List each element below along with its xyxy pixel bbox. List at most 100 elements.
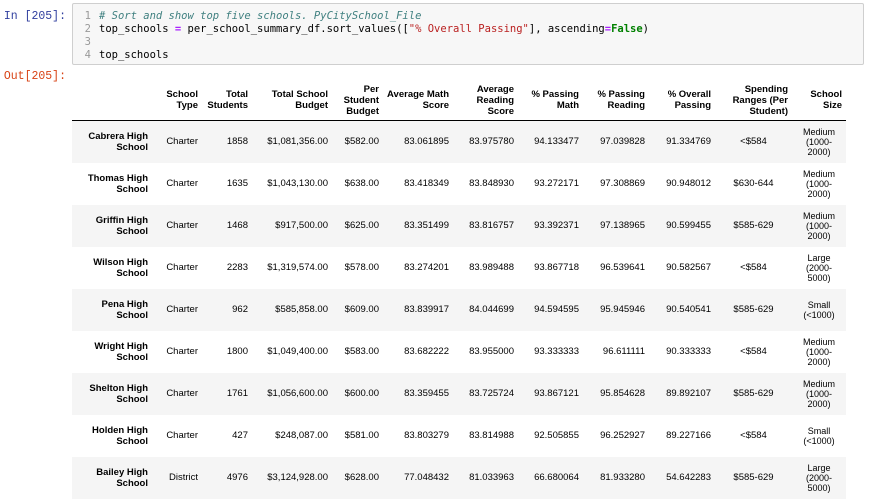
table-cell: 2283 bbox=[226, 262, 248, 273]
table-cell: Charter bbox=[166, 346, 198, 357]
line-number: 1 bbox=[84, 10, 91, 22]
table-cell: $585-629 bbox=[733, 304, 774, 315]
table-row: Bailey High School District 4976 $3,124,928… bbox=[72, 456, 846, 499]
code-string: "% Overall Passing" bbox=[408, 23, 529, 35]
code-cell[interactable]: 1 # Sort and show top five schools. PyCit… bbox=[72, 3, 864, 65]
table-cell: 83.418349 bbox=[404, 178, 449, 189]
table-cell: 83.955000 bbox=[469, 346, 514, 357]
table-cell: 94.594595 bbox=[534, 304, 579, 315]
table-cell: $1,043,130.00 bbox=[267, 178, 328, 189]
table-cell: 93.867718 bbox=[534, 262, 579, 273]
column-header: School Type bbox=[166, 89, 198, 111]
code-token: top_schools bbox=[99, 49, 169, 61]
table-cell: Charter bbox=[166, 178, 198, 189]
code-keyword: False bbox=[611, 23, 643, 35]
code-line-2: 2 top_schools = per_school_summary_df.sor… bbox=[73, 23, 649, 36]
output-area: School Type Total Students Total School … bbox=[72, 80, 862, 499]
table-cell: 1468 bbox=[226, 220, 248, 231]
table-cell: Medium (1000-2000) bbox=[802, 378, 835, 409]
table-cell: Charter bbox=[166, 304, 198, 315]
table-cell: $609.00 bbox=[344, 304, 379, 315]
table-row: Shelton High School Charter 1761 $1,056,600… bbox=[72, 372, 846, 415]
table-row: Griffin High School Charter 1468 $917,500.0… bbox=[72, 204, 846, 247]
table-cell: <$584 bbox=[740, 430, 767, 441]
table-cell: Charter bbox=[166, 388, 198, 399]
table-cell: $585-629 bbox=[733, 472, 774, 483]
table-cell: 90.948012 bbox=[666, 178, 711, 189]
table-cell: 84.044699 bbox=[469, 304, 514, 315]
table-cell: Medium (1000-2000) bbox=[802, 210, 835, 241]
table-cell: Small (<1000) bbox=[803, 425, 835, 446]
line-number: 2 bbox=[84, 23, 91, 35]
code-token: per_school_summary_df.sort_values([ bbox=[181, 23, 409, 35]
table-cell: 81.033963 bbox=[469, 472, 514, 483]
table-cell: $585-629 bbox=[733, 388, 774, 399]
table-cell: 54.642283 bbox=[666, 472, 711, 483]
table-cell: 77.048432 bbox=[404, 472, 449, 483]
dataframe-table: School Type Total Students Total School … bbox=[72, 80, 846, 499]
table-cell: 93.272171 bbox=[534, 178, 579, 189]
table-cell: 1635 bbox=[226, 178, 248, 189]
column-header: % Overall Passing bbox=[667, 89, 711, 111]
code-line-1: 1 # Sort and show top five schools. PyCit… bbox=[73, 10, 422, 23]
table-cell: $917,500.00 bbox=[275, 220, 328, 231]
table-cell: $1,319,574.00 bbox=[267, 262, 328, 273]
table-cell: 89.892107 bbox=[666, 388, 711, 399]
table-cell: 83.725724 bbox=[469, 388, 514, 399]
table-cell: Charter bbox=[166, 136, 198, 148]
table-cell: 83.839917 bbox=[404, 304, 449, 315]
table-cell: 90.599455 bbox=[666, 220, 711, 231]
code-token: ) bbox=[642, 23, 649, 35]
code-token: ], ascending bbox=[528, 23, 605, 35]
column-header: Per Student Budget bbox=[343, 83, 379, 117]
table-cell: 83.351499 bbox=[404, 220, 449, 231]
row-index-school-name: Pena High School bbox=[101, 298, 148, 321]
table-cell: 93.392371 bbox=[534, 220, 579, 231]
table-cell: $628.00 bbox=[344, 472, 379, 483]
column-header: % Passing Reading bbox=[597, 89, 645, 111]
table-cell: <$584 bbox=[740, 346, 767, 357]
column-header: Average Math Score bbox=[387, 89, 449, 111]
table-cell: Charter bbox=[166, 430, 198, 441]
table-cell: 94.133477 bbox=[534, 136, 579, 148]
table-cell: 83.274201 bbox=[404, 262, 449, 273]
table-cell: $3,124,928.00 bbox=[267, 472, 328, 483]
index-header bbox=[72, 80, 152, 121]
table-cell: 83.816757 bbox=[469, 220, 514, 231]
input-prompt: In [205]: bbox=[3, 10, 66, 23]
row-index-school-name: Bailey High School bbox=[96, 466, 148, 489]
header-row: School Type Total Students Total School … bbox=[72, 80, 846, 121]
table-cell: <$584 bbox=[740, 136, 767, 148]
table-cell: 83.989488 bbox=[469, 262, 514, 273]
table-cell: $583.00 bbox=[344, 346, 379, 357]
table-cell: 97.039828 bbox=[600, 136, 645, 148]
table-row: Wilson High School Charter 2283 $1,319,574.… bbox=[72, 247, 846, 289]
table-cell: $600.00 bbox=[344, 388, 379, 399]
table-cell: Small (<1000) bbox=[803, 299, 835, 320]
column-header: School Size bbox=[810, 89, 842, 111]
table-cell: $1,049,400.00 bbox=[267, 346, 328, 357]
row-index-school-name: Holden High School bbox=[92, 424, 148, 447]
code-line-3: 3 bbox=[73, 36, 99, 49]
table-cell: 83.061895 bbox=[404, 136, 449, 148]
table-cell: Medium (1000-2000) bbox=[802, 168, 835, 199]
table-cell: $582.00 bbox=[344, 136, 379, 148]
table-cell: 96.252927 bbox=[600, 430, 645, 441]
table-cell: $630-644 bbox=[733, 178, 774, 189]
table-cell: <$584 bbox=[740, 262, 767, 273]
code-comment: # Sort and show top five schools. PyCity… bbox=[99, 10, 422, 22]
table-cell: Large (2000-5000) bbox=[805, 252, 832, 283]
table-cell: 90.582567 bbox=[666, 262, 711, 273]
table-cell: 95.854628 bbox=[600, 388, 645, 399]
table-cell: $248,087.00 bbox=[275, 430, 328, 441]
table-cell: $581.00 bbox=[344, 430, 379, 441]
line-number: 4 bbox=[84, 49, 91, 61]
table-cell: 96.611111 bbox=[602, 346, 645, 357]
table-cell: 89.227166 bbox=[666, 430, 711, 441]
table-cell: 90.540541 bbox=[666, 304, 711, 315]
table-cell: 97.138965 bbox=[600, 220, 645, 231]
table-cell: 91.334769 bbox=[666, 136, 711, 148]
table-cell: 97.308869 bbox=[600, 178, 645, 189]
row-index-school-name: Shelton High School bbox=[89, 382, 148, 405]
table-row: Pena High School Charter 962 $585,858.00 $60… bbox=[72, 288, 846, 331]
